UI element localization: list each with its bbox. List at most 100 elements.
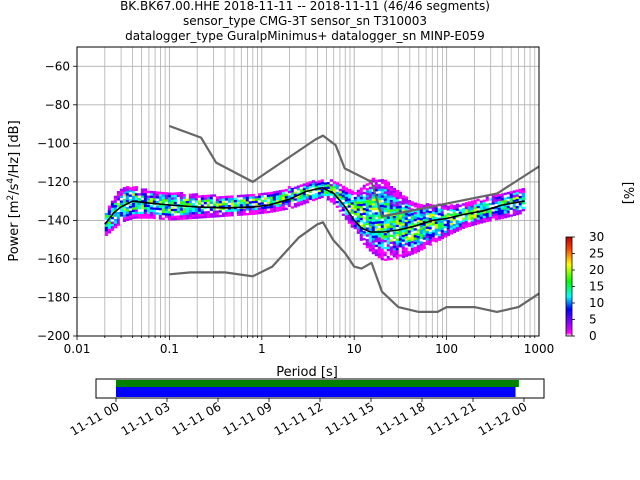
psd-cell	[473, 222, 478, 226]
psd-cell	[362, 242, 367, 246]
psd-cell	[116, 223, 121, 226]
psd-cell	[389, 227, 394, 231]
psd-cell	[146, 216, 151, 219]
psd-cell	[359, 189, 364, 193]
psd-cell	[488, 211, 492, 215]
psd-cell	[299, 184, 304, 187]
psd-cell	[407, 232, 412, 235]
psd-cell	[392, 257, 397, 260]
psd-cell	[281, 196, 286, 199]
psd-cell	[350, 202, 355, 205]
psd-cell	[386, 246, 391, 249]
psd-cell	[332, 202, 337, 205]
psd-cell	[509, 200, 513, 203]
psd-cell	[443, 214, 448, 217]
psd-cell	[410, 201, 415, 204]
psd-cell	[185, 214, 190, 218]
psd-cell	[500, 202, 504, 206]
psd-cell	[365, 194, 370, 198]
psd-cell	[350, 190, 355, 194]
psd-cell	[380, 195, 385, 198]
psd-cell	[398, 219, 403, 222]
psd-cell	[242, 194, 247, 198]
psd-cell	[221, 205, 226, 208]
psd-cell	[245, 196, 250, 200]
psd-cell	[389, 239, 394, 242]
psd-cell	[392, 241, 397, 244]
psd-cell	[197, 202, 202, 205]
psd-cell	[434, 216, 439, 220]
psd-cell	[458, 216, 463, 219]
psd-cell	[419, 224, 424, 228]
psd-cell	[401, 220, 406, 224]
psd-cell	[221, 214, 226, 217]
psd-cell	[335, 184, 340, 188]
psd-cell	[188, 212, 193, 215]
psd-cell	[449, 220, 454, 223]
psd-cell	[371, 251, 376, 255]
psd-cell	[143, 199, 148, 203]
psd-cell	[344, 198, 349, 202]
psd-cell	[437, 219, 442, 223]
psd-cell	[269, 198, 274, 202]
psd-cell	[149, 213, 154, 217]
psd-cell	[194, 211, 199, 215]
psd-cell	[518, 198, 522, 201]
psd-cell	[341, 206, 346, 209]
psd-cell	[386, 241, 391, 245]
psd-cell	[386, 239, 391, 243]
colorbar-label: [%]	[620, 182, 635, 205]
psd-cell	[377, 234, 382, 238]
psd-cell	[515, 198, 519, 202]
psd-cell	[404, 215, 409, 218]
psd-cell	[419, 208, 424, 212]
psd-cell	[296, 190, 301, 193]
psd-cell	[338, 188, 343, 192]
psd-cell	[464, 209, 469, 212]
psd-cell	[398, 198, 403, 202]
timeline-tick-label: 11-11 09	[221, 399, 275, 438]
psd-cell	[233, 195, 238, 198]
psd-cell	[491, 202, 495, 205]
psd-cell	[116, 216, 121, 219]
psd-cell	[284, 207, 289, 210]
psd-cell	[413, 216, 418, 219]
psd-cell	[491, 218, 495, 221]
timeline-tick-label: 11-11 21	[425, 399, 479, 438]
psd-cell	[506, 198, 510, 202]
psd-cell	[173, 217, 178, 221]
psd-cell	[311, 196, 316, 199]
psd-cell	[152, 216, 157, 220]
psd-cell	[413, 202, 418, 206]
psd-cell	[323, 186, 328, 190]
psd-cell	[380, 202, 385, 205]
psd-cell	[371, 212, 376, 215]
psd-cell	[353, 194, 358, 197]
psd-cell	[392, 245, 397, 249]
psd-cell	[491, 197, 495, 201]
psd-cell	[320, 181, 325, 185]
psd-cell	[152, 198, 157, 201]
psd-cell	[194, 204, 199, 208]
psd-cell	[434, 209, 439, 213]
psd-cell	[482, 217, 486, 221]
psd-cell	[128, 203, 133, 207]
psd-cell	[173, 196, 178, 200]
psd-cell	[335, 203, 340, 206]
timeline-tick-label: 11-11 12	[272, 399, 326, 438]
psd-cell	[428, 213, 433, 216]
psd-cell	[182, 203, 187, 206]
psd-cell	[419, 236, 424, 239]
psd-cell	[350, 192, 355, 196]
x-tick-label: 1	[258, 342, 266, 356]
psd-cell	[362, 230, 367, 234]
psd-cell	[368, 200, 373, 203]
psd-cell	[458, 209, 463, 212]
psd-cell	[431, 239, 436, 242]
psd-cell	[125, 218, 130, 221]
psd-cell	[425, 203, 430, 206]
nlnm-curve	[169, 221, 539, 313]
psd-cell	[125, 197, 130, 201]
psd-cell	[446, 212, 451, 216]
psd-cell	[158, 210, 163, 213]
